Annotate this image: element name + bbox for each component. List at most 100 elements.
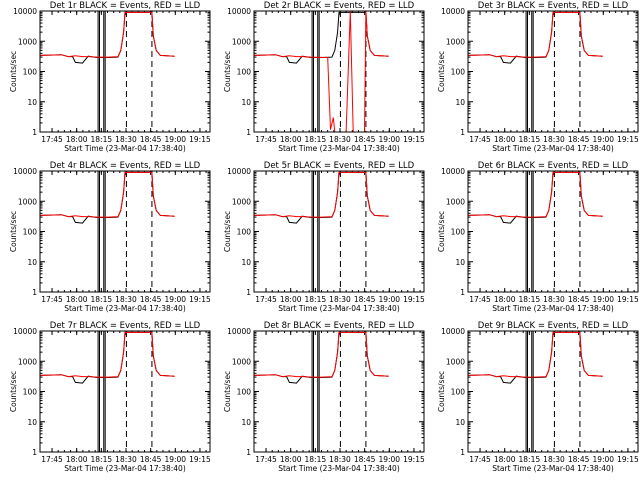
y-tick-label: 10 <box>241 98 251 107</box>
x-tick-label: 18:00 <box>494 135 516 144</box>
y-tick-label: 1000 <box>232 357 251 366</box>
x-tick-label: 18:45 <box>568 295 590 304</box>
x-tick-label: 18:15 <box>305 135 327 144</box>
plot-frame <box>253 170 425 293</box>
lld-series-line <box>468 331 603 378</box>
y-tick-label: 1 <box>460 128 465 137</box>
chart-title: Det 9r BLACK = Events, RED = LLD <box>478 321 629 331</box>
y-axis-label: Counts/sec <box>437 51 446 92</box>
x-tick-label: 17:45 <box>255 135 277 144</box>
y-tick-label: 1 <box>32 128 37 137</box>
x-tick-label: 18:15 <box>305 295 327 304</box>
x-tick-label: 18:00 <box>280 455 302 464</box>
y-axis-label: Counts/sec <box>223 51 232 92</box>
x-tick-label: 17:45 <box>41 455 63 464</box>
x-tick-label: 17:45 <box>255 295 277 304</box>
x-tick-label: 18:45 <box>354 295 376 304</box>
y-tick-label: 10000 <box>441 167 465 176</box>
y-tick-label: 100 <box>237 388 252 397</box>
plot-data <box>468 331 603 452</box>
plot-data <box>254 11 389 132</box>
y-tick-label: 10 <box>241 258 251 267</box>
events-series-line <box>40 11 175 64</box>
x-tick-label: 18:00 <box>66 295 88 304</box>
plot-data <box>40 331 175 452</box>
events-series-line <box>40 331 175 384</box>
x-tick-label: 18:30 <box>115 135 137 144</box>
x-axis-label: Start Time (23-Mar-04 17:38:40) <box>492 144 614 153</box>
y-tick-label: 10000 <box>227 7 251 16</box>
y-tick-label: 1000 <box>446 357 465 366</box>
y-tick-label: 100 <box>451 68 466 77</box>
plot-data <box>40 11 175 132</box>
lld-series-line <box>40 171 175 218</box>
chart-title: Det 5r BLACK = Events, RED = LLD <box>264 161 415 171</box>
x-tick-label: 19:15 <box>617 135 639 144</box>
y-tick-label: 10000 <box>13 7 37 16</box>
x-tick-label: 18:45 <box>568 455 590 464</box>
y-axis-label: Counts/sec <box>9 211 18 252</box>
events-series-line <box>40 171 175 224</box>
events-series-line <box>254 331 389 384</box>
y-tick-label: 10 <box>455 258 465 267</box>
x-tick-label: 19:15 <box>403 455 425 464</box>
x-tick-label: 18:15 <box>305 455 327 464</box>
x-axis-label: Start Time (23-Mar-04 17:38:40) <box>64 304 186 313</box>
y-tick-label: 1000 <box>232 37 251 46</box>
y-tick-label: 10 <box>27 98 37 107</box>
x-axis-label: Start Time (23-Mar-04 17:38:40) <box>492 304 614 313</box>
x-tick-label: 17:45 <box>469 295 491 304</box>
x-tick-label: 19:00 <box>378 455 400 464</box>
x-tick-label: 18:30 <box>543 135 565 144</box>
x-tick-label: 18:15 <box>91 135 113 144</box>
y-axis-label: Counts/sec <box>437 211 446 252</box>
y-tick-label: 10 <box>455 418 465 427</box>
lld-series-line <box>468 171 603 218</box>
y-tick-label: 1 <box>32 448 37 457</box>
y-tick-label: 10000 <box>227 167 251 176</box>
x-tick-label: 18:30 <box>543 455 565 464</box>
x-axis-label: Start Time (23-Mar-04 17:38:40) <box>278 464 400 473</box>
plot-frame <box>253 330 425 453</box>
y-tick-label: 1000 <box>18 357 37 366</box>
y-tick-label: 10000 <box>441 327 465 336</box>
x-tick-label: 18:00 <box>66 455 88 464</box>
y-tick-label: 1 <box>246 448 251 457</box>
x-axis-label: Start Time (23-Mar-04 17:38:40) <box>64 144 186 153</box>
x-tick-label: 19:00 <box>592 295 614 304</box>
plot-frame <box>467 10 639 133</box>
plot-frame <box>39 330 211 453</box>
x-tick-label: 18:30 <box>329 135 351 144</box>
plot-data <box>254 171 389 292</box>
x-tick-label: 18:00 <box>66 135 88 144</box>
y-tick-label: 10 <box>241 418 251 427</box>
y-tick-label: 1 <box>460 448 465 457</box>
y-tick-label: 10000 <box>441 7 465 16</box>
x-tick-label: 19:00 <box>378 295 400 304</box>
x-tick-label: 17:45 <box>255 455 277 464</box>
x-tick-label: 18:00 <box>280 295 302 304</box>
x-tick-label: 18:15 <box>519 295 541 304</box>
y-axis-label: Counts/sec <box>437 371 446 412</box>
x-tick-label: 18:15 <box>91 295 113 304</box>
y-tick-label: 1 <box>246 128 251 137</box>
y-axis-label: Counts/sec <box>9 371 18 412</box>
y-tick-label: 10 <box>27 258 37 267</box>
y-tick-label: 100 <box>237 68 252 77</box>
x-tick-label: 17:45 <box>41 295 63 304</box>
x-tick-label: 18:45 <box>568 135 590 144</box>
plot-data <box>254 331 389 452</box>
y-tick-label: 1000 <box>446 37 465 46</box>
x-tick-label: 17:45 <box>41 135 63 144</box>
x-tick-label: 18:45 <box>140 455 162 464</box>
plot-frame <box>467 330 639 453</box>
x-tick-label: 18:45 <box>354 135 376 144</box>
lld-series-line <box>254 171 389 218</box>
y-tick-label: 10 <box>455 98 465 107</box>
